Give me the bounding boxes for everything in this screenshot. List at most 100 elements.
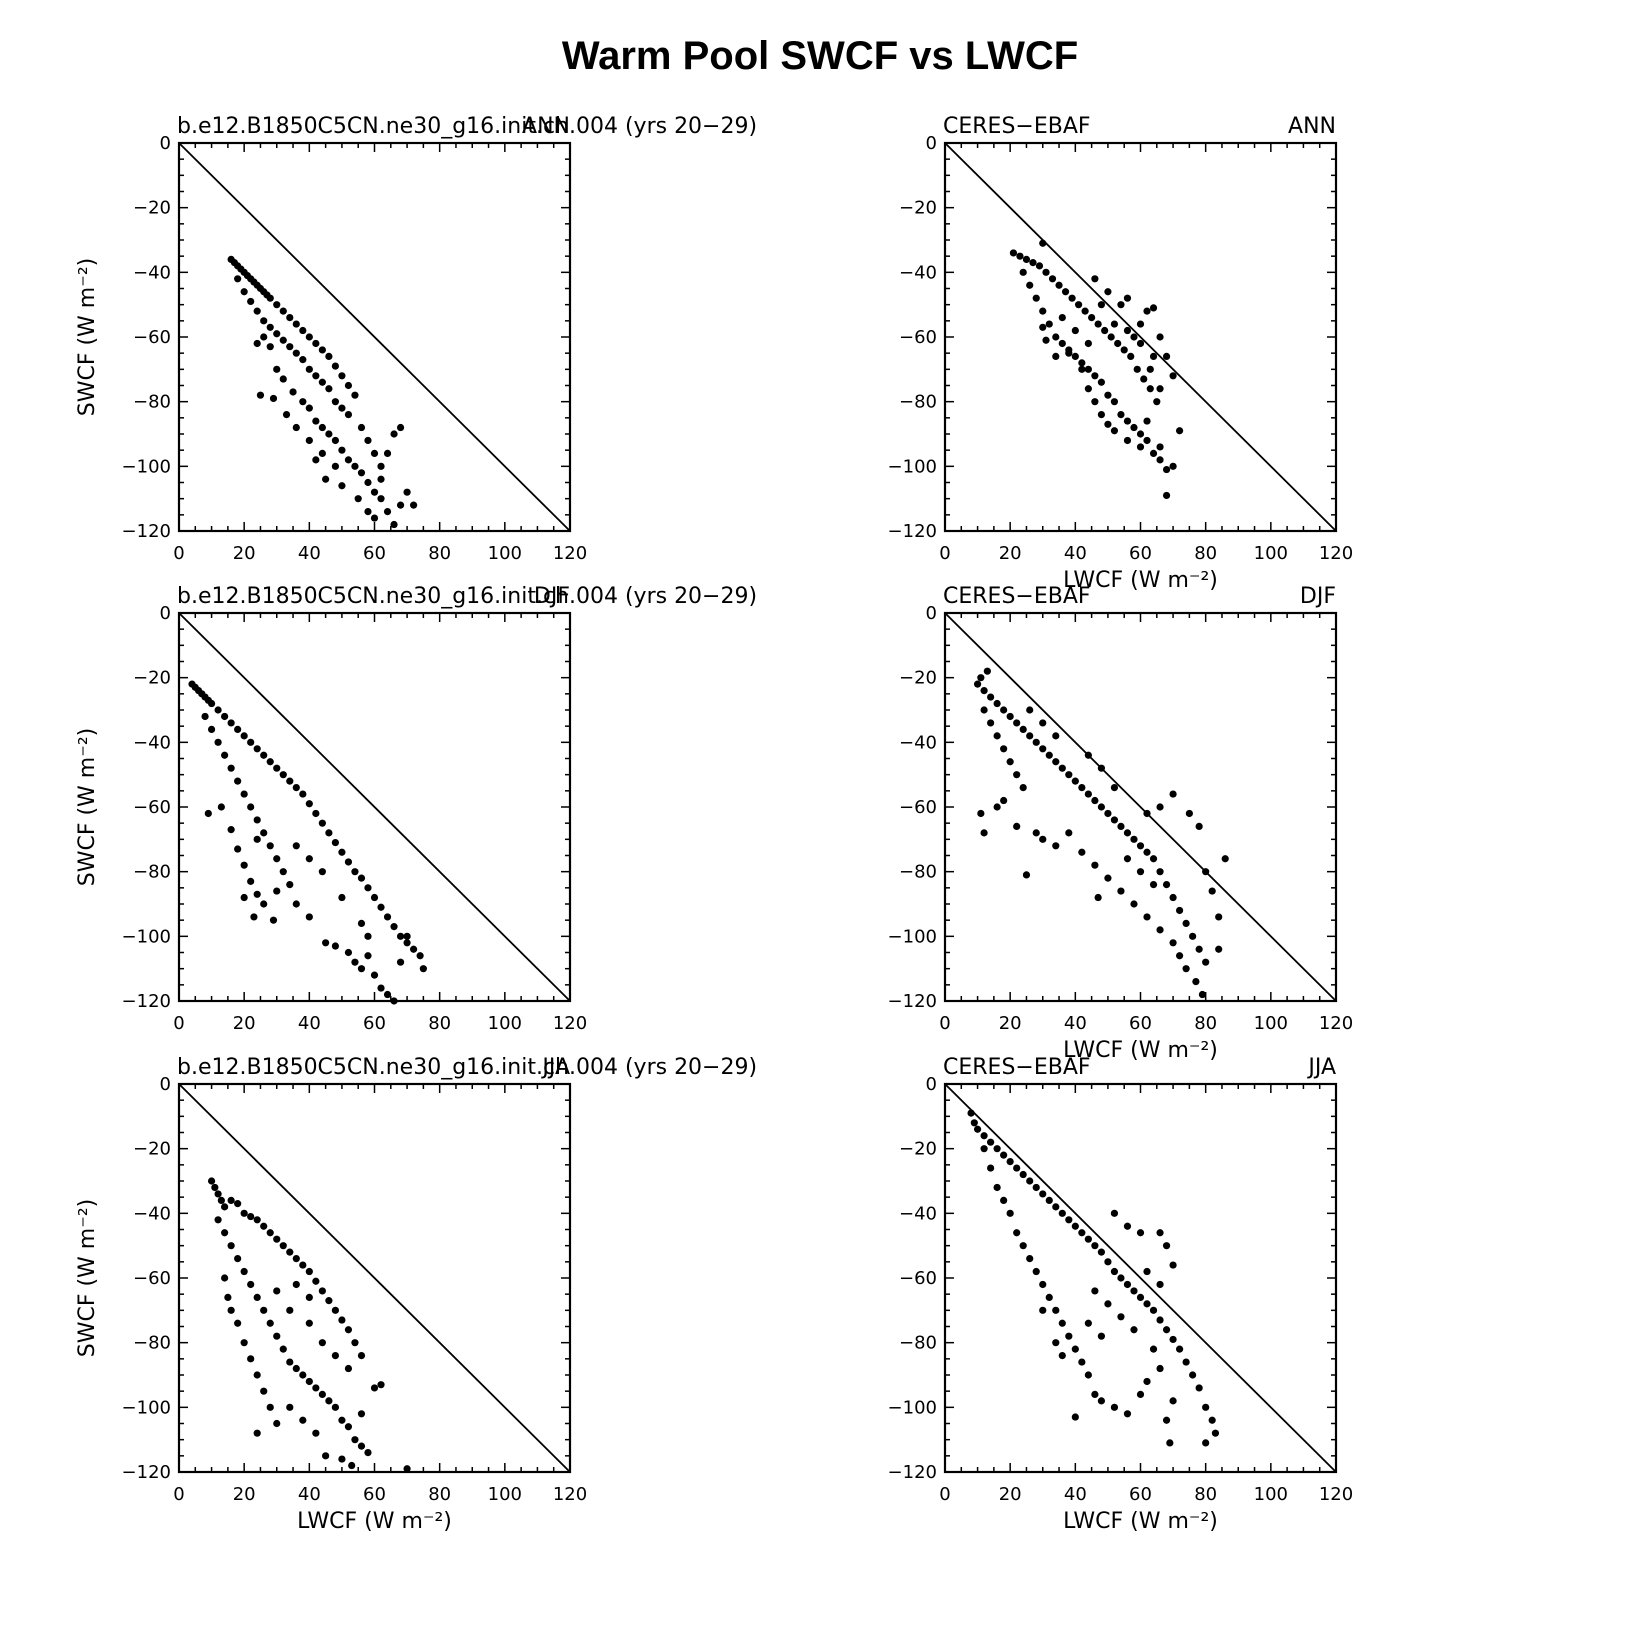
- data-point: [1084, 1371, 1092, 1379]
- data-point: [253, 745, 261, 753]
- data-point: [279, 1345, 287, 1353]
- data-point: [1143, 913, 1151, 921]
- data-point: [1065, 1332, 1073, 1340]
- data-point: [1097, 803, 1105, 811]
- data-point: [1136, 443, 1145, 451]
- data-point: [312, 1429, 320, 1437]
- data-point: [318, 868, 326, 876]
- data-point: [1084, 1319, 1092, 1327]
- data-point: [390, 997, 398, 1005]
- data-point: [299, 398, 307, 406]
- data-point: [1189, 932, 1197, 940]
- x-tick-label: 20: [999, 543, 1022, 564]
- data-point: [331, 1403, 339, 1411]
- data-point: [993, 803, 1001, 811]
- data-point: [234, 1255, 242, 1263]
- data-point: [1117, 1274, 1125, 1282]
- data-point: [305, 913, 313, 921]
- data-point: [299, 326, 307, 335]
- data-point: [364, 884, 372, 892]
- data-point: [1013, 1229, 1021, 1237]
- x-tick-label: 40: [298, 1013, 321, 1034]
- x-tick-label: 0: [939, 1013, 950, 1034]
- data-point: [1189, 1371, 1197, 1379]
- data-point: [1026, 732, 1034, 740]
- data-point: [227, 1196, 235, 1204]
- data-point: [1045, 1293, 1053, 1301]
- data-point: [269, 916, 278, 924]
- data-point: [1110, 1267, 1119, 1276]
- data-point: [1156, 333, 1164, 341]
- data-point: [1156, 1316, 1164, 1324]
- data-point: [253, 816, 261, 824]
- data-point: [1039, 835, 1047, 843]
- data-point: [993, 1183, 1001, 1192]
- data-point: [357, 469, 366, 477]
- data-point: [1019, 268, 1027, 276]
- data-point: [390, 520, 398, 529]
- data-point: [344, 411, 353, 419]
- data-point: [1019, 1170, 1027, 1179]
- data-point: [1117, 411, 1125, 419]
- panel-right-label: DJF: [1300, 584, 1336, 609]
- y-tick-label: −80: [133, 1333, 171, 1354]
- data-point: [1094, 893, 1102, 902]
- x-tick-label: 40: [1064, 543, 1087, 564]
- data-point: [344, 381, 353, 390]
- data-point: [1104, 420, 1112, 428]
- data-point: [1169, 372, 1177, 380]
- data-point: [977, 809, 985, 818]
- x-tick-label: 0: [939, 1484, 950, 1505]
- data-point: [247, 877, 255, 885]
- data-point: [1032, 738, 1040, 746]
- data-point: [1208, 1416, 1216, 1424]
- data-point: [1123, 436, 1132, 445]
- panel-left-label: b.e12.B1850C5CN.ne30_g16.init.ch.004 (yr…: [177, 584, 757, 609]
- y-tick-label: −20: [133, 198, 171, 219]
- data-point: [1195, 822, 1203, 831]
- y-tick-label: −120: [888, 521, 937, 542]
- data-point: [234, 1200, 242, 1208]
- data-point: [1130, 835, 1138, 843]
- data-point: [1146, 365, 1154, 373]
- data-point: [256, 391, 265, 399]
- data-point: [1107, 333, 1115, 341]
- data-point: [1071, 1413, 1079, 1421]
- data-point: [973, 680, 982, 688]
- data-point: [1104, 391, 1112, 399]
- x-axis-label: LWCF (W m⁻²): [1063, 1038, 1218, 1063]
- data-point: [305, 365, 313, 373]
- data-point: [1052, 1203, 1060, 1211]
- y-tick-label: 0: [926, 133, 937, 154]
- data-point: [282, 411, 291, 419]
- data-point: [1153, 398, 1161, 406]
- data-point: [1143, 1300, 1151, 1308]
- data-point: [331, 1306, 339, 1314]
- data-point: [1058, 1209, 1066, 1217]
- y-tick-label: −40: [133, 732, 171, 753]
- scatter-panel: 0 20 40 60 80 100 120 0 −20 −40 −60 −80 −100 −120 b.e1…: [75, 114, 757, 564]
- data-point: [227, 826, 235, 834]
- x-tick-label: 100: [488, 543, 522, 564]
- data-point: [1143, 417, 1151, 425]
- data-point: [1071, 1345, 1079, 1353]
- data-point: [1162, 491, 1171, 500]
- data-point: [1120, 346, 1128, 354]
- data-point: [260, 1306, 268, 1314]
- data-point: [286, 314, 294, 322]
- data-point: [1084, 790, 1092, 798]
- data-point: [396, 958, 405, 966]
- data-point: [234, 275, 242, 283]
- data-point: [1123, 326, 1132, 335]
- data-point: [1156, 456, 1164, 464]
- data-point: [1162, 1326, 1171, 1334]
- data-point: [357, 919, 366, 928]
- data-point: [977, 674, 985, 682]
- x-tick-label: 80: [1194, 1484, 1217, 1505]
- data-point: [260, 829, 268, 837]
- data-point: [240, 790, 248, 798]
- data-point: [1006, 712, 1014, 721]
- x-tick-label: 20: [999, 1484, 1022, 1505]
- scatter-panel: 0 20 40 60 80 100 120 0 −20 −40 −60 −80 −100 −120 b.e1…: [75, 1055, 757, 1534]
- data-point: [370, 893, 379, 902]
